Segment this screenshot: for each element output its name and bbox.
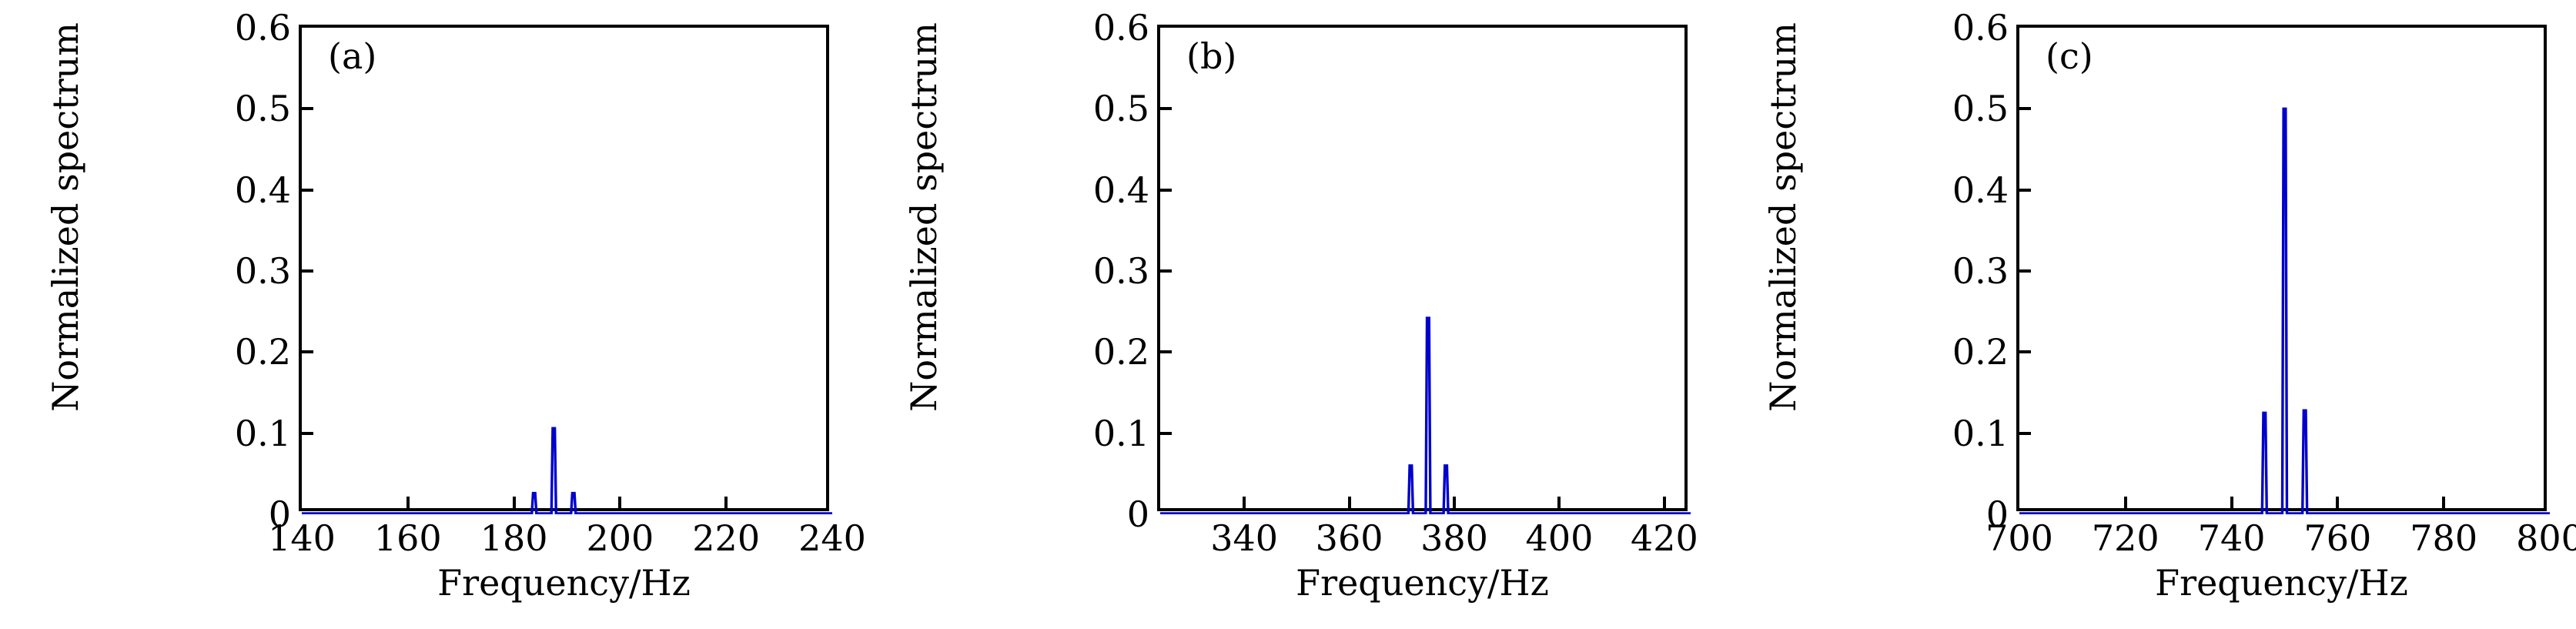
y-tick-label-c-6: 0.6	[1952, 7, 2009, 49]
x-tick-a-1	[406, 497, 410, 509]
y-tick-c-2	[2019, 350, 2031, 354]
x-tick-c-3	[2336, 497, 2340, 509]
y-tick-label-c-5: 0.5	[1952, 88, 2009, 130]
y-tick-label-b-5: 0.5	[1092, 88, 1149, 130]
panel-letter-a: (a)	[328, 35, 377, 77]
y-tick-label-b-3: 0.3	[1092, 250, 1149, 292]
y-tick-label-b-2: 0.2	[1092, 331, 1149, 373]
x-tick-label-a-5: 240	[798, 517, 866, 559]
y-tick-a-1	[301, 431, 313, 435]
y-tick-a-5	[301, 107, 313, 111]
x-axis-label-b: Frequency/Hz	[1296, 562, 1549, 604]
y-tick-label-c-2: 0.2	[1952, 331, 2009, 373]
y-tick-label-a-4: 0.4	[234, 169, 291, 211]
x-tick-label-a-1: 160	[373, 517, 442, 559]
plot-area-a: (a) 0 0.1 0.2 0.3 0.4 0.5 0.6 140 160 180 200 220 24…	[235, 7, 866, 559]
x-axis-label-a: Frequency/Hz	[437, 562, 691, 604]
spectrum-trace-c	[2019, 107, 2550, 514]
x-tick-label-c-5: 800	[2516, 517, 2576, 559]
y-tick-b-3	[1159, 269, 1172, 273]
y-tick-label-a-5: 0.5	[234, 88, 291, 130]
y-tick-b-4	[1159, 188, 1172, 192]
y-tick-c-5	[2019, 107, 2031, 111]
y-tick-label-c-3: 0.3	[1952, 250, 2009, 292]
y-tick-label-b-0: 0	[1126, 493, 1149, 535]
y-tick-b-1	[1159, 431, 1172, 435]
y-tick-label-a-1: 0.1	[234, 412, 291, 454]
x-tick-label-a-3: 200	[586, 517, 654, 559]
spectrum-trace-a	[302, 427, 832, 514]
y-tick-label-a-0: 0	[268, 493, 291, 535]
y-tick-label-c-1: 0.1	[1952, 412, 2009, 454]
x-tick-label-a-2: 180	[480, 517, 548, 559]
x-tick-c-1	[2123, 497, 2127, 509]
y-tick-b-5	[1159, 107, 1172, 111]
y-axis-label-a: Normalized spectrum	[45, 22, 86, 412]
y-tick-label-c-4: 0.4	[1952, 169, 2009, 211]
y-tick-c-1	[2019, 431, 2031, 435]
y-tick-label-b-4: 0.4	[1092, 169, 1149, 211]
y-tick-c-3	[2019, 269, 2031, 273]
x-tick-c-2	[2230, 497, 2233, 509]
y-axis-label-b: Normalized spectrum	[903, 22, 945, 412]
spectrum-trace-b	[1160, 316, 1691, 514]
y-tick-a-2	[301, 350, 313, 354]
x-tick-label-a-0: 140	[268, 517, 336, 559]
panel-b: Normalized spectrum (b) 0 0.1 0.2 0.3 0.4 0.5…	[858, 0, 1717, 629]
x-tick-a-3	[618, 497, 622, 509]
y-tick-b-2	[1159, 350, 1172, 354]
x-tick-b-4	[1662, 497, 1666, 509]
plot-area-c: (c) 0 0.1 0.2 0.3 0.4 0.5 0.6 700 720 740 760 780 80…	[1952, 7, 2576, 559]
x-tick-label-c-4: 780	[2410, 517, 2478, 559]
y-tick-a-4	[301, 188, 313, 192]
x-tick-a-4	[724, 497, 728, 509]
x-tick-label-c-0: 700	[1986, 517, 2053, 559]
panel-a: Normalized spectrum (a) 0 0.1 0.2 0.3 0.4 0.5…	[0, 0, 866, 629]
plot-area-b: (b) 0 0.1 0.2 0.3 0.4 0.5 0.6 340 360 380 400 420	[1093, 7, 1698, 559]
x-tick-b-3	[1557, 497, 1561, 509]
y-tick-label-b-6: 0.6	[1092, 7, 1149, 49]
x-tick-label-b-1: 360	[1315, 517, 1383, 559]
y-tick-label-a-3: 0.3	[234, 250, 291, 292]
x-axis-label-c: Frequency/Hz	[2155, 562, 2408, 604]
x-tick-label-b-0: 340	[1210, 517, 1279, 559]
y-tick-label-c-0: 0	[1986, 493, 2009, 535]
y-tick-c-4	[2019, 188, 2031, 192]
x-tick-c-4	[2442, 497, 2446, 509]
x-tick-a-2	[512, 497, 516, 509]
x-tick-label-b-3: 400	[1525, 517, 1594, 559]
panel-letter-b: (b)	[1186, 35, 1237, 77]
x-tick-label-b-4: 420	[1630, 517, 1698, 559]
y-tick-label-b-1: 0.1	[1092, 412, 1149, 454]
y-tick-label-a-6: 0.6	[234, 7, 291, 49]
x-tick-b-2	[1453, 497, 1457, 509]
x-tick-b-1	[1347, 497, 1351, 509]
y-tick-label-a-2: 0.2	[234, 331, 291, 373]
panel-letter-c: (c)	[2046, 35, 2093, 77]
y-tick-a-3	[301, 269, 313, 273]
x-tick-b-0	[1243, 497, 1246, 509]
x-tick-label-c-3: 760	[2303, 517, 2372, 559]
x-tick-label-a-4: 220	[692, 517, 761, 559]
x-tick-label-c-1: 720	[2091, 517, 2159, 559]
y-axis-label-c: Normalized spectrum	[1762, 22, 1804, 412]
x-tick-label-b-2: 380	[1420, 517, 1488, 559]
panel-c: Normalized spectrum (c) 0 0.1 0.2 0.3 0.4 0.5…	[1718, 0, 2576, 629]
x-tick-label-c-2: 740	[2197, 517, 2266, 559]
